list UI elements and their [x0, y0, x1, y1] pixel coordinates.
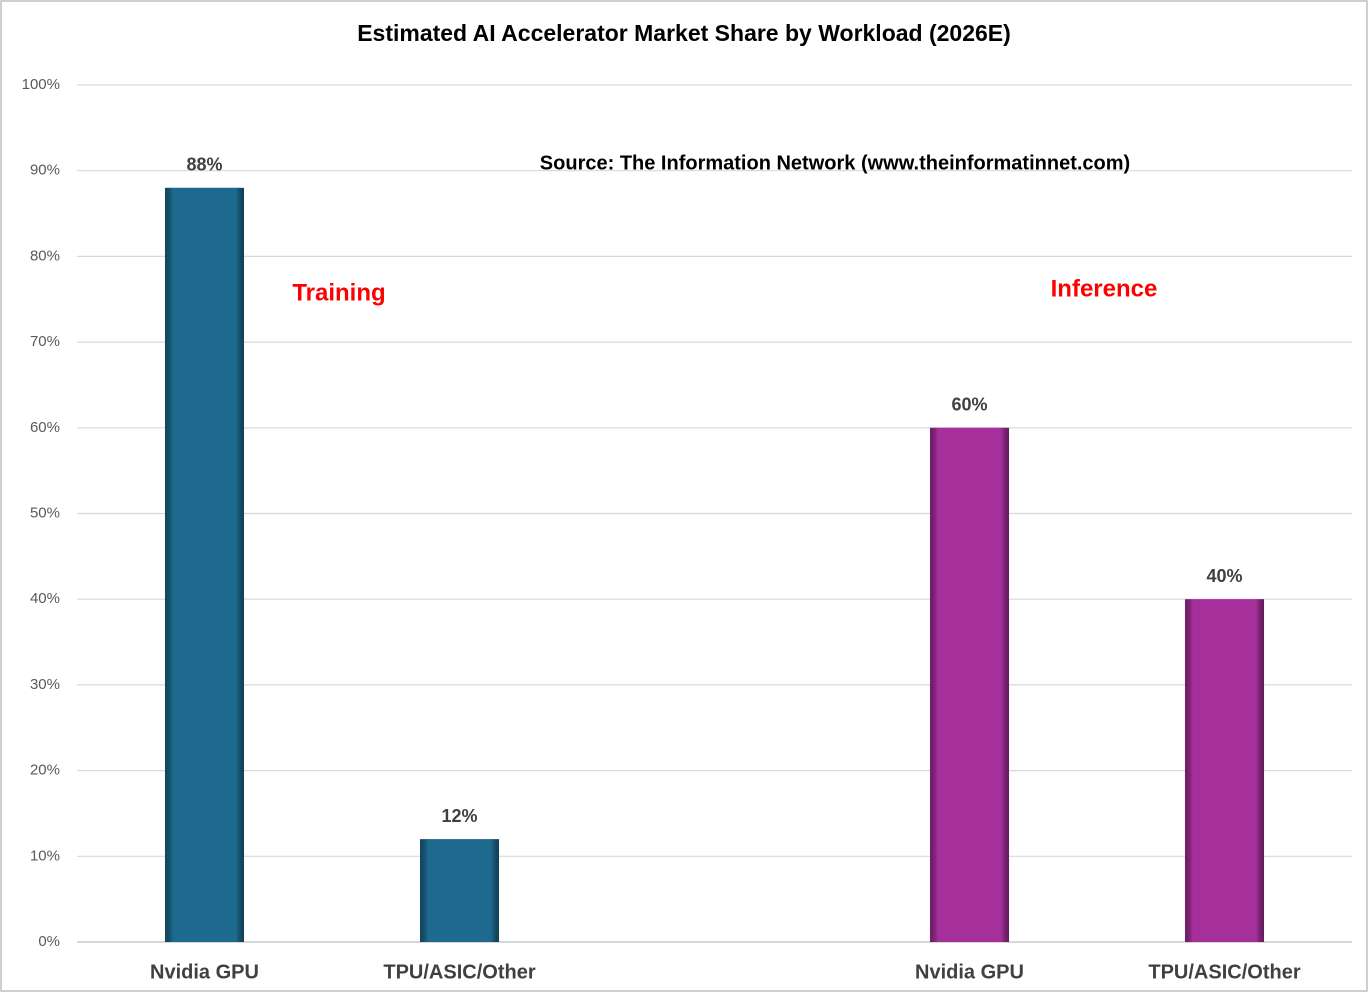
y-tick-label: 90%: [30, 162, 60, 179]
bar-shade: [929, 427, 1010, 942]
x-tick-label: TPU/ASIC/Other: [1148, 961, 1300, 983]
annotation: Training: [292, 279, 385, 306]
x-tick-label: Nvidia GPU: [150, 961, 259, 983]
value-label: 60%: [951, 395, 987, 415]
bar-shade: [419, 839, 500, 942]
y-tick-label: 70%: [30, 333, 60, 350]
annotation: Inference: [1051, 275, 1158, 302]
y-tick-label: 60%: [30, 419, 60, 436]
value-label: 12%: [441, 806, 477, 826]
bar-shade: [1184, 599, 1265, 942]
y-tick-label: 50%: [30, 504, 60, 521]
y-tick-label: 100%: [22, 76, 60, 93]
y-tick-label: 10%: [30, 847, 60, 864]
chart-title: Estimated AI Accelerator Market Share by…: [357, 20, 1011, 46]
x-tick-label: Nvidia GPU: [915, 961, 1024, 983]
y-tick-label: 20%: [30, 762, 60, 779]
y-tick-label: 80%: [30, 247, 60, 264]
value-label: 88%: [186, 155, 222, 175]
y-tick-label: 40%: [30, 590, 60, 607]
bar-shade: [164, 187, 245, 943]
x-tick-label: TPU/ASIC/Other: [383, 961, 535, 983]
value-label: 40%: [1206, 566, 1242, 586]
annotation: Source: The Information Network (www.the…: [540, 152, 1130, 174]
y-tick-label: 30%: [30, 676, 60, 693]
y-tick-label: 0%: [38, 933, 60, 950]
